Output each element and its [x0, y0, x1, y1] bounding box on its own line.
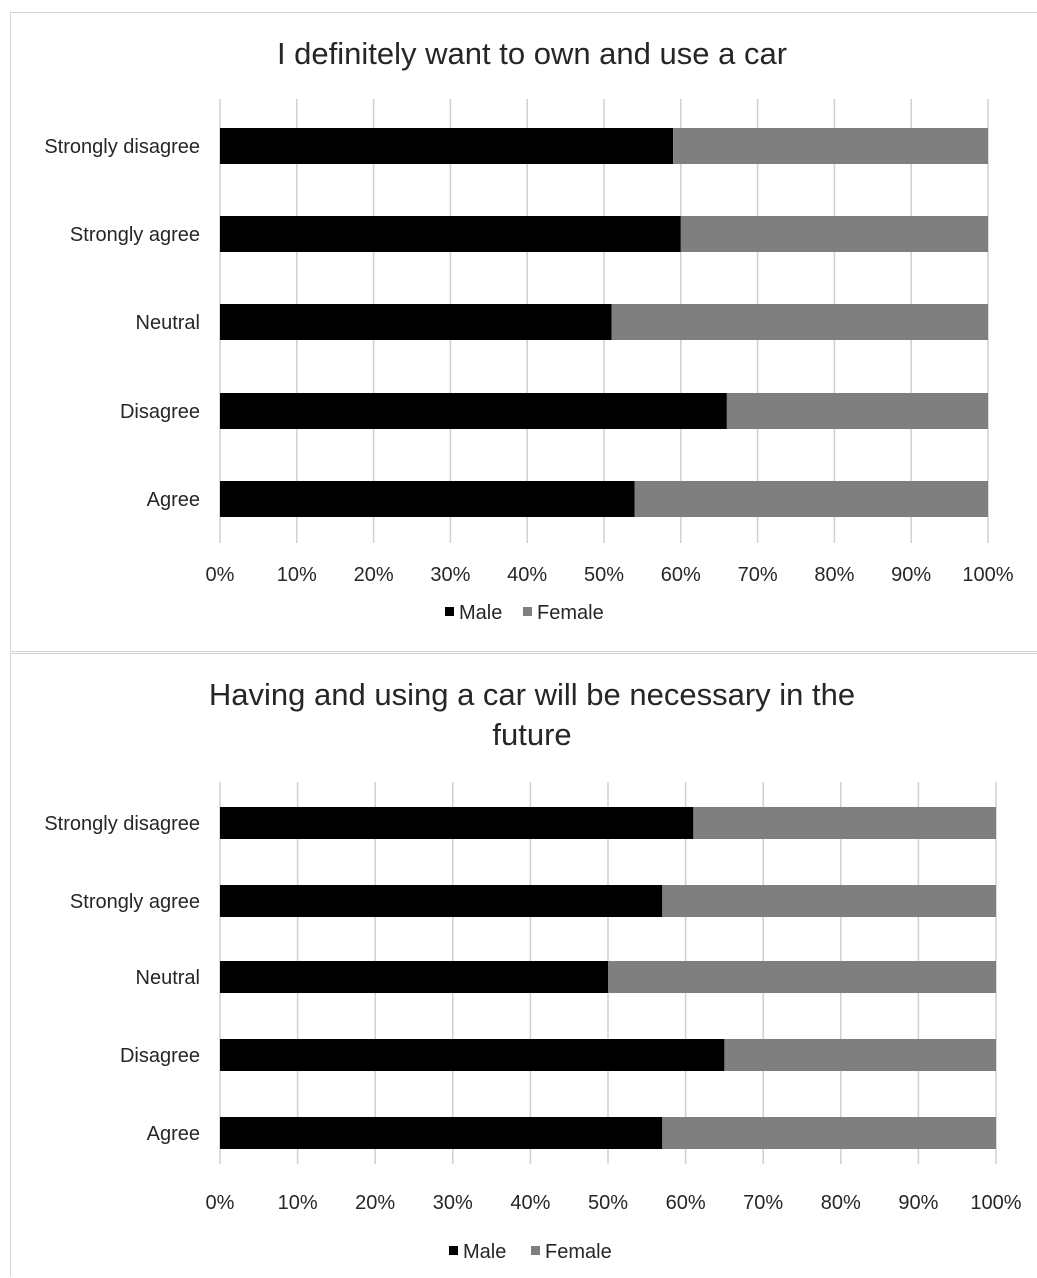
bar-female — [662, 885, 996, 917]
x-tick-label: 100% — [970, 1192, 1021, 1214]
x-tick-label: 30% — [430, 564, 470, 586]
legend-swatch-female — [523, 607, 532, 616]
x-tick-label: 100% — [962, 564, 1013, 586]
x-tick-label: 0% — [206, 1192, 235, 1214]
x-tick-label: 80% — [814, 564, 854, 586]
bar-female — [724, 1039, 996, 1071]
category-label: Agree — [147, 489, 200, 511]
bar-male — [220, 216, 681, 252]
category-label: Neutral — [136, 312, 200, 334]
category-label: Strongly disagree — [44, 813, 200, 835]
legend-label-female: Female — [545, 1241, 612, 1263]
x-tick-label: 60% — [661, 564, 701, 586]
category-label: Strongly agree — [70, 891, 200, 913]
x-tick-label: 0% — [206, 564, 235, 586]
chart-title-line: Having and using a car will be necessary… — [209, 677, 855, 712]
x-tick-label: 50% — [584, 564, 624, 586]
legend-swatch-male — [445, 607, 454, 616]
category-label: Strongly disagree — [44, 136, 200, 158]
x-tick-label: 20% — [354, 564, 394, 586]
chart-panel-car-necessity: Having and using a car will be necessary… — [10, 653, 1037, 1277]
legend-label-male: Male — [459, 602, 502, 624]
legend-swatch-female — [531, 1246, 540, 1255]
bar-female — [693, 807, 996, 839]
category-label: Disagree — [120, 1045, 200, 1067]
x-tick-label: 40% — [510, 1192, 550, 1214]
legend-swatch-male — [449, 1246, 458, 1255]
bar-male — [220, 128, 674, 164]
category-label: Agree — [147, 1123, 200, 1145]
chart-car-ownership: I definitely want to own and use a car 0%… — [44, 36, 1013, 624]
x-tick-label: 90% — [891, 564, 931, 586]
x-tick-label: 40% — [507, 564, 547, 586]
x-tick-label: 70% — [738, 564, 778, 586]
bar-female — [726, 393, 988, 429]
x-tick-label: 90% — [898, 1192, 938, 1214]
bar-female — [608, 961, 996, 993]
bar-female — [673, 128, 988, 164]
category-label: Strongly agree — [70, 224, 200, 246]
x-tick-label: 50% — [588, 1192, 628, 1214]
bar-female — [611, 304, 988, 340]
x-tick-label: 70% — [743, 1192, 783, 1214]
legend-label-male: Male — [463, 1241, 506, 1263]
chart-car-necessity: Having and using a car will be necessary… — [44, 677, 1021, 1263]
bar-male — [220, 393, 727, 429]
category-label: Disagree — [120, 401, 200, 423]
bar-female — [662, 1117, 996, 1149]
bar-male — [220, 1117, 663, 1149]
x-tick-label: 60% — [666, 1192, 706, 1214]
bar-male — [220, 481, 635, 517]
bar-female — [680, 216, 988, 252]
bar-male — [220, 807, 694, 839]
bar-male — [220, 961, 608, 993]
chart-title-line: I definitely want to own and use a car — [277, 36, 787, 71]
chart-title-line: future — [492, 717, 571, 752]
x-tick-label: 30% — [433, 1192, 473, 1214]
bar-male — [220, 304, 612, 340]
legend-label-female: Female — [537, 602, 604, 624]
x-tick-label: 20% — [355, 1192, 395, 1214]
bar-female — [634, 481, 988, 517]
x-tick-label: 10% — [278, 1192, 318, 1214]
bar-male — [220, 885, 663, 917]
category-label: Neutral — [136, 967, 200, 989]
chart-panel-car-ownership: I definitely want to own and use a car 0%… — [10, 12, 1037, 652]
x-tick-label: 10% — [277, 564, 317, 586]
x-tick-label: 80% — [821, 1192, 861, 1214]
bar-male — [220, 1039, 725, 1071]
